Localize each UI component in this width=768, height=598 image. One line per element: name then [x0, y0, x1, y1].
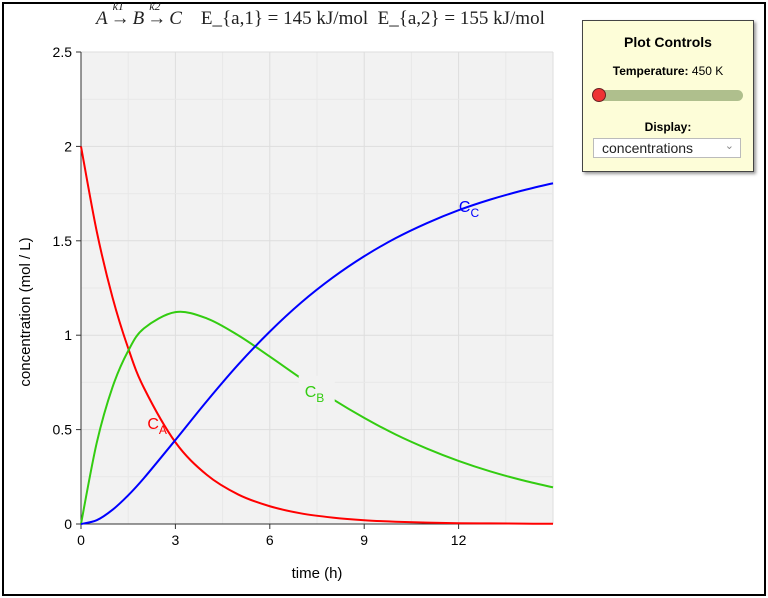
panel-title: Plot Controls: [624, 34, 712, 50]
y-tick-label: 1.5: [53, 233, 73, 249]
x-tick-label: 0: [77, 532, 85, 548]
x-axis-label: time (h): [292, 565, 343, 582]
x-tick-label: 9: [360, 532, 368, 548]
x-tick-label: 6: [266, 532, 274, 548]
display-select[interactable]: concentrations ⌄: [593, 138, 741, 158]
temperature-value: 450 K: [691, 64, 724, 78]
series-label-c_b: CB: [305, 384, 325, 405]
x-tick-label: 12: [451, 532, 467, 548]
series-line-c_c: [80, 182, 554, 525]
series-label-c_a: CA: [147, 416, 167, 437]
species-c: C: [169, 8, 182, 29]
y-axis-label: concentration (mol / L): [17, 237, 34, 386]
slider-thumb[interactable]: [592, 88, 606, 102]
species-a: A: [96, 8, 108, 29]
species-b: B: [132, 8, 145, 29]
plot-controls-panel: Plot Controls Temperature: 450 K Display…: [582, 20, 754, 172]
series-line-c_b: [80, 310, 554, 525]
display-value: concentrations: [602, 140, 694, 156]
k1-label: k1: [112, 0, 124, 13]
activation-energy-2: E_{a,2} = 155 kJ/mol: [377, 8, 545, 29]
chevron-down-icon: ⌄: [724, 140, 734, 152]
arrow-k2: k2 →: [147, 0, 167, 29]
y-tick-label: 0: [64, 516, 72, 532]
k2-label: k2: [149, 0, 161, 13]
temperature-label: Temperature: 450 K: [612, 64, 724, 78]
y-tick-label: 2.5: [53, 44, 73, 60]
series-line-c_a: [80, 146, 554, 525]
y-tick-label: 1: [64, 327, 72, 343]
x-tick-label: 3: [172, 532, 180, 548]
y-tick-label: 0.5: [53, 422, 73, 438]
display-label: Display:: [644, 120, 692, 134]
activation-energy-1: E_{a,1} = 145 kJ/mol: [200, 8, 369, 29]
label-background: [298, 375, 335, 404]
y-tick-label: 2: [64, 138, 72, 154]
temperature-slider[interactable]: [592, 88, 743, 102]
series-label-c_c: CC: [459, 199, 480, 220]
arrow-k1: k1 →: [110, 0, 130, 29]
